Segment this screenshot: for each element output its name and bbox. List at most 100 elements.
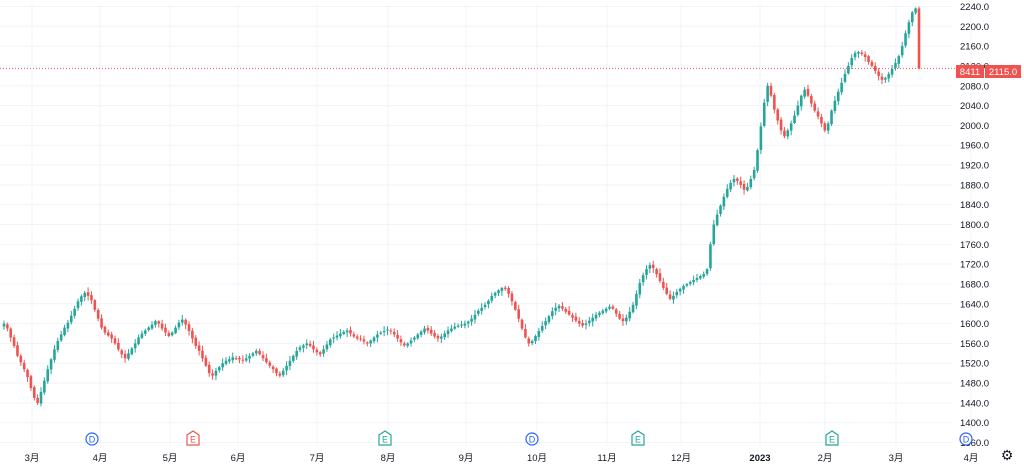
candle[interactable] [503, 285, 507, 291]
candle[interactable] [766, 82, 769, 107]
candle[interactable] [591, 313, 594, 327]
candle[interactable] [601, 308, 605, 315]
candle[interactable] [211, 369, 214, 380]
candle[interactable] [177, 319, 181, 330]
candle[interactable] [890, 65, 894, 78]
candle[interactable] [695, 274, 699, 283]
candle[interactable] [823, 121, 827, 133]
earnings-marker[interactable]: E [378, 430, 392, 446]
candle[interactable] [56, 337, 60, 353]
candle[interactable] [514, 300, 517, 311]
candle[interactable] [167, 330, 171, 338]
candle[interactable] [863, 51, 867, 62]
candle[interactable] [423, 325, 426, 335]
candle[interactable] [699, 274, 702, 280]
candle[interactable] [22, 359, 26, 373]
candle[interactable] [29, 374, 33, 391]
candle[interactable] [43, 377, 46, 395]
candle[interactable] [742, 180, 746, 195]
candle[interactable] [917, 6, 921, 70]
candle[interactable] [709, 241, 712, 271]
candle[interactable] [244, 354, 248, 363]
candle[interactable] [806, 84, 810, 98]
candle[interactable] [359, 335, 362, 342]
candle[interactable] [487, 299, 490, 309]
candle[interactable] [672, 291, 675, 304]
candle[interactable] [416, 332, 420, 340]
candle[interactable] [820, 113, 823, 128]
candle[interactable] [217, 366, 221, 373]
candle[interactable] [130, 347, 134, 356]
candle[interactable] [123, 350, 127, 363]
candle[interactable] [648, 262, 652, 274]
candle[interactable] [628, 307, 631, 322]
candle[interactable] [836, 88, 840, 106]
candle[interactable] [362, 335, 366, 345]
candle[interactable] [685, 282, 689, 288]
candle[interactable] [9, 327, 13, 342]
candle[interactable] [665, 282, 669, 296]
candle[interactable] [342, 330, 346, 336]
candle[interactable] [870, 59, 874, 68]
candle[interactable] [110, 331, 113, 343]
candle[interactable] [678, 287, 682, 296]
candle[interactable] [473, 309, 477, 324]
candle[interactable] [96, 308, 100, 322]
candle[interactable] [143, 328, 147, 336]
candle[interactable] [160, 319, 164, 331]
candle[interactable] [147, 326, 150, 332]
candle[interactable] [715, 209, 719, 227]
candle[interactable] [443, 330, 446, 340]
candle[interactable] [12, 334, 16, 349]
candle[interactable] [796, 100, 800, 117]
candle[interactable] [355, 334, 359, 341]
candle[interactable] [403, 341, 406, 347]
candle[interactable] [769, 82, 773, 98]
candle[interactable] [840, 77, 843, 96]
candle[interactable] [658, 268, 662, 284]
candle[interactable] [497, 289, 500, 297]
candle[interactable] [382, 326, 386, 337]
candle[interactable] [520, 318, 524, 331]
candle[interactable] [103, 325, 107, 335]
earnings-marker[interactable]: E [825, 430, 839, 446]
candle[interactable] [722, 193, 726, 210]
candle[interactable] [850, 54, 854, 70]
candle[interactable] [635, 290, 638, 310]
candle[interactable] [608, 304, 611, 311]
candle[interactable] [530, 339, 534, 346]
candle[interactable] [396, 330, 399, 342]
dividend-marker[interactable]: D [525, 432, 539, 446]
candle[interactable] [799, 94, 803, 111]
candle[interactable] [873, 62, 877, 74]
candle[interactable] [426, 325, 430, 334]
candle[interactable] [638, 278, 642, 299]
candle[interactable] [692, 275, 695, 286]
candle[interactable] [584, 319, 588, 330]
candle[interactable] [554, 302, 557, 316]
candle[interactable] [157, 320, 161, 328]
candle[interactable] [69, 310, 73, 325]
candle[interactable] [904, 30, 907, 48]
dividend-marker[interactable]: D [85, 432, 99, 446]
candle[interactable] [254, 348, 258, 356]
candle[interactable] [762, 98, 766, 128]
candle[interactable] [369, 339, 372, 347]
candle[interactable] [66, 319, 70, 333]
candle[interactable] [833, 95, 837, 114]
candle[interactable] [261, 351, 265, 362]
candle[interactable] [746, 182, 749, 192]
candle[interactable] [127, 349, 130, 361]
candle[interactable] [376, 330, 379, 343]
candle[interactable] [547, 314, 551, 325]
candle[interactable] [749, 175, 753, 190]
candle[interactable] [288, 356, 292, 371]
candle[interactable] [759, 122, 763, 154]
candle[interactable] [598, 311, 601, 318]
candle[interactable] [631, 301, 635, 314]
candle[interactable] [53, 344, 56, 363]
candle[interactable] [207, 361, 211, 377]
candle[interactable] [332, 333, 335, 344]
candle[interactable] [712, 220, 716, 246]
